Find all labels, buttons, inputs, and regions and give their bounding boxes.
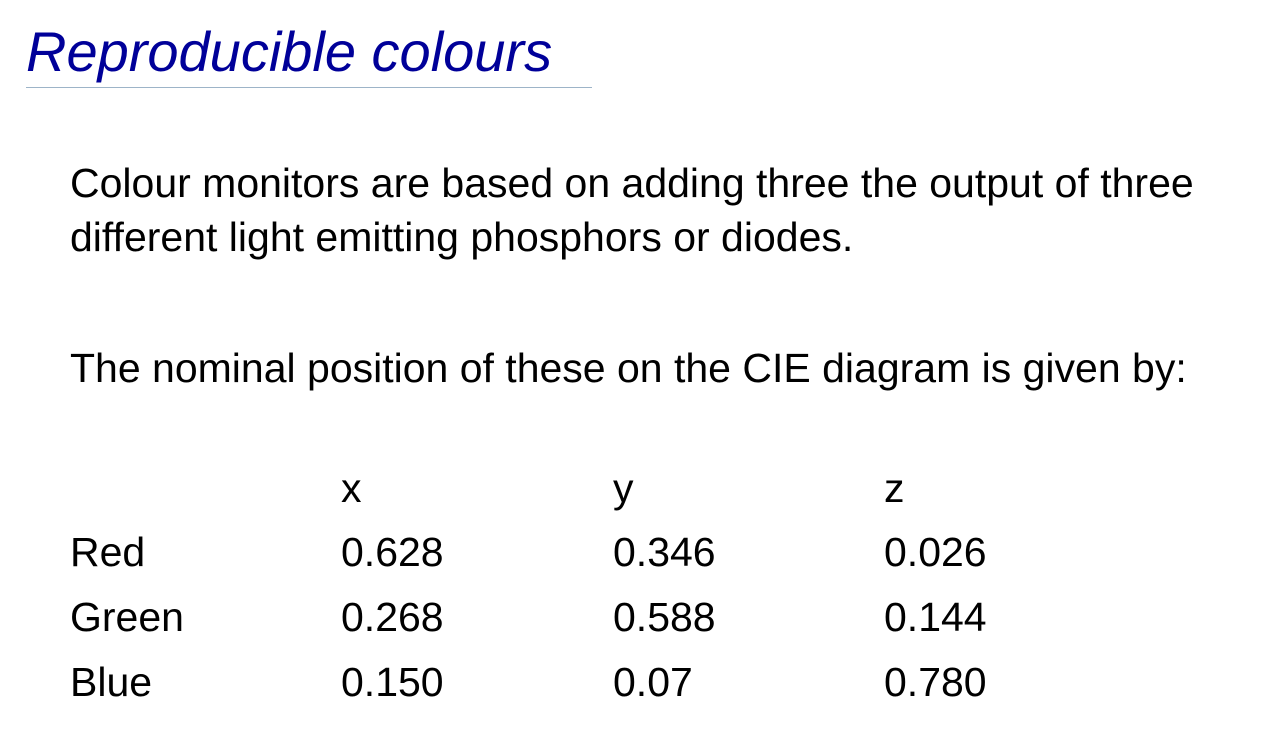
red-z-value: 0.026 [884, 529, 987, 575]
green-y-value: 0.588 [613, 594, 716, 640]
slide-title: Reproducible colours [26, 20, 553, 83]
green-z-value: 0.144 [884, 594, 987, 640]
paragraph-cie-position: The nominal position of these on the CIE… [70, 345, 1187, 391]
blue-x-value: 0.150 [341, 659, 444, 705]
paragraph-monitors: Colour monitors are based on adding thre… [70, 160, 1194, 260]
red-x-value: 0.628 [341, 529, 444, 575]
row-label-green: Green [70, 594, 184, 640]
row-label-red: Red [70, 529, 146, 575]
blue-z-value: 0.780 [884, 659, 987, 705]
red-y-value: 0.346 [613, 529, 716, 575]
green-x-value: 0.268 [341, 594, 444, 640]
row-label-blue: Blue [70, 659, 153, 705]
column-header-x: x [341, 465, 362, 511]
column-header-y: y [613, 465, 634, 511]
column-header-z: z [884, 465, 905, 511]
title-underline [26, 87, 592, 88]
blue-y-value: 0.07 [613, 659, 693, 705]
